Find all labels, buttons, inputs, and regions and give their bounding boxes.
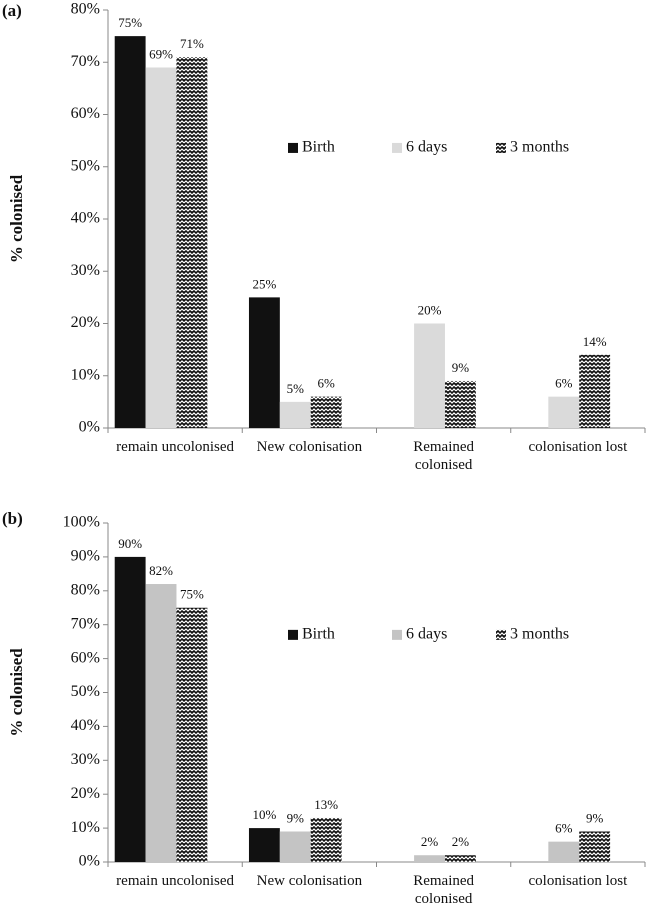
x-tick-label: Remained colonised xyxy=(413,439,475,473)
value-label: 25% xyxy=(252,276,276,291)
bar xyxy=(548,396,580,428)
bar xyxy=(176,57,208,429)
value-label: 69% xyxy=(149,46,173,61)
y-tick-label: 40% xyxy=(71,210,100,227)
y-tick-label: 60% xyxy=(71,105,100,122)
bar xyxy=(248,297,280,428)
bar xyxy=(579,354,611,428)
x-tick-label: colonisation lost xyxy=(528,873,628,889)
y-tick-label: 20% xyxy=(71,785,100,802)
x-tick-label: remain uncolonised xyxy=(116,873,235,889)
x-tick-label-box: Remained colonised xyxy=(413,439,475,473)
y-tick-label: 100% xyxy=(63,514,100,531)
value-label: 71% xyxy=(180,36,204,51)
y-tick-label: 80% xyxy=(71,581,100,598)
y-tick-label: 30% xyxy=(71,262,100,279)
bar xyxy=(444,380,476,428)
value-label: 10% xyxy=(252,807,276,822)
y-tick-label: 10% xyxy=(71,819,100,836)
bar xyxy=(279,831,311,862)
x-tick-label: remain uncolonised xyxy=(116,439,235,455)
value-label: 9% xyxy=(452,360,470,375)
value-label: 20% xyxy=(418,302,442,317)
legend-label: 6 days xyxy=(406,139,447,156)
bar xyxy=(145,67,177,428)
y-tick-label: 0% xyxy=(79,853,100,870)
value-label: 13% xyxy=(314,797,338,812)
y-tick-label: 50% xyxy=(71,157,100,174)
panel-label: (b) xyxy=(2,509,23,528)
y-tick-label: 30% xyxy=(71,751,100,768)
value-label: 2% xyxy=(421,834,439,849)
value-label: 75% xyxy=(118,15,142,30)
y-axis-label: % colonised xyxy=(7,648,26,737)
x-tick-label-box: remain uncolonised xyxy=(116,439,235,455)
x-tick-label: New colonisation xyxy=(256,439,363,455)
y-tick-label: 10% xyxy=(71,366,100,383)
x-tick-label: New colonisation xyxy=(256,873,363,889)
bar xyxy=(114,36,146,428)
x-tick-label-box: remain uncolonised xyxy=(116,873,235,889)
legend-swatch xyxy=(288,629,298,640)
y-tick-label: 50% xyxy=(71,683,100,700)
bar xyxy=(279,401,311,428)
y-tick-label: 90% xyxy=(71,548,100,565)
value-label: 6% xyxy=(555,376,573,391)
value-label: 82% xyxy=(149,563,173,578)
panel-label: (a) xyxy=(2,1,22,20)
x-tick-label: colonisation lost xyxy=(528,439,628,455)
bar xyxy=(145,584,177,862)
value-label: 9% xyxy=(586,810,604,825)
y-tick-label: 0% xyxy=(79,419,100,436)
y-tick-label: 60% xyxy=(71,649,100,666)
legend-label: 6 days xyxy=(406,626,447,643)
bar xyxy=(414,855,445,862)
y-tick-label: 20% xyxy=(71,314,100,331)
y-tick-label: 70% xyxy=(71,615,100,632)
legend-swatch xyxy=(392,142,402,153)
bar xyxy=(248,828,280,862)
bar xyxy=(114,556,146,862)
bar xyxy=(310,396,342,428)
x-tick-label-box: colonisation lost xyxy=(528,439,628,455)
y-axis-label: % colonised xyxy=(7,174,26,263)
x-tick-label-box: Remained colonised xyxy=(413,873,475,907)
y-tick-label: 80% xyxy=(71,1,100,18)
value-label: 14% xyxy=(583,334,607,349)
y-tick-label: 70% xyxy=(71,53,100,70)
legend-swatch xyxy=(288,142,298,153)
value-label: 6% xyxy=(317,376,335,391)
bar xyxy=(548,841,580,862)
bar xyxy=(414,323,445,428)
x-tick-label-box: New colonisation xyxy=(256,439,363,455)
legend-label: 3 months xyxy=(510,139,569,156)
x-tick-label-box: New colonisation xyxy=(256,873,363,889)
value-label: 9% xyxy=(287,810,305,825)
bar xyxy=(176,607,208,862)
x-tick-label-box: colonisation lost xyxy=(528,873,628,889)
value-label: 2% xyxy=(452,834,470,849)
legend-label: Birth xyxy=(302,626,335,643)
bar xyxy=(579,831,611,862)
y-tick-label: 40% xyxy=(71,717,100,734)
legend-label: Birth xyxy=(302,139,335,156)
x-tick-label: Remained colonised xyxy=(413,873,475,907)
bar xyxy=(310,817,342,862)
legend-swatch xyxy=(496,142,506,153)
value-label: 90% xyxy=(118,536,142,551)
legend-swatch xyxy=(392,629,402,640)
bar xyxy=(444,855,476,862)
value-label: 6% xyxy=(555,821,573,836)
legend-swatch xyxy=(496,629,506,640)
legend-label: 3 months xyxy=(510,626,569,643)
value-label: 5% xyxy=(287,381,305,396)
value-label: 75% xyxy=(180,587,204,602)
